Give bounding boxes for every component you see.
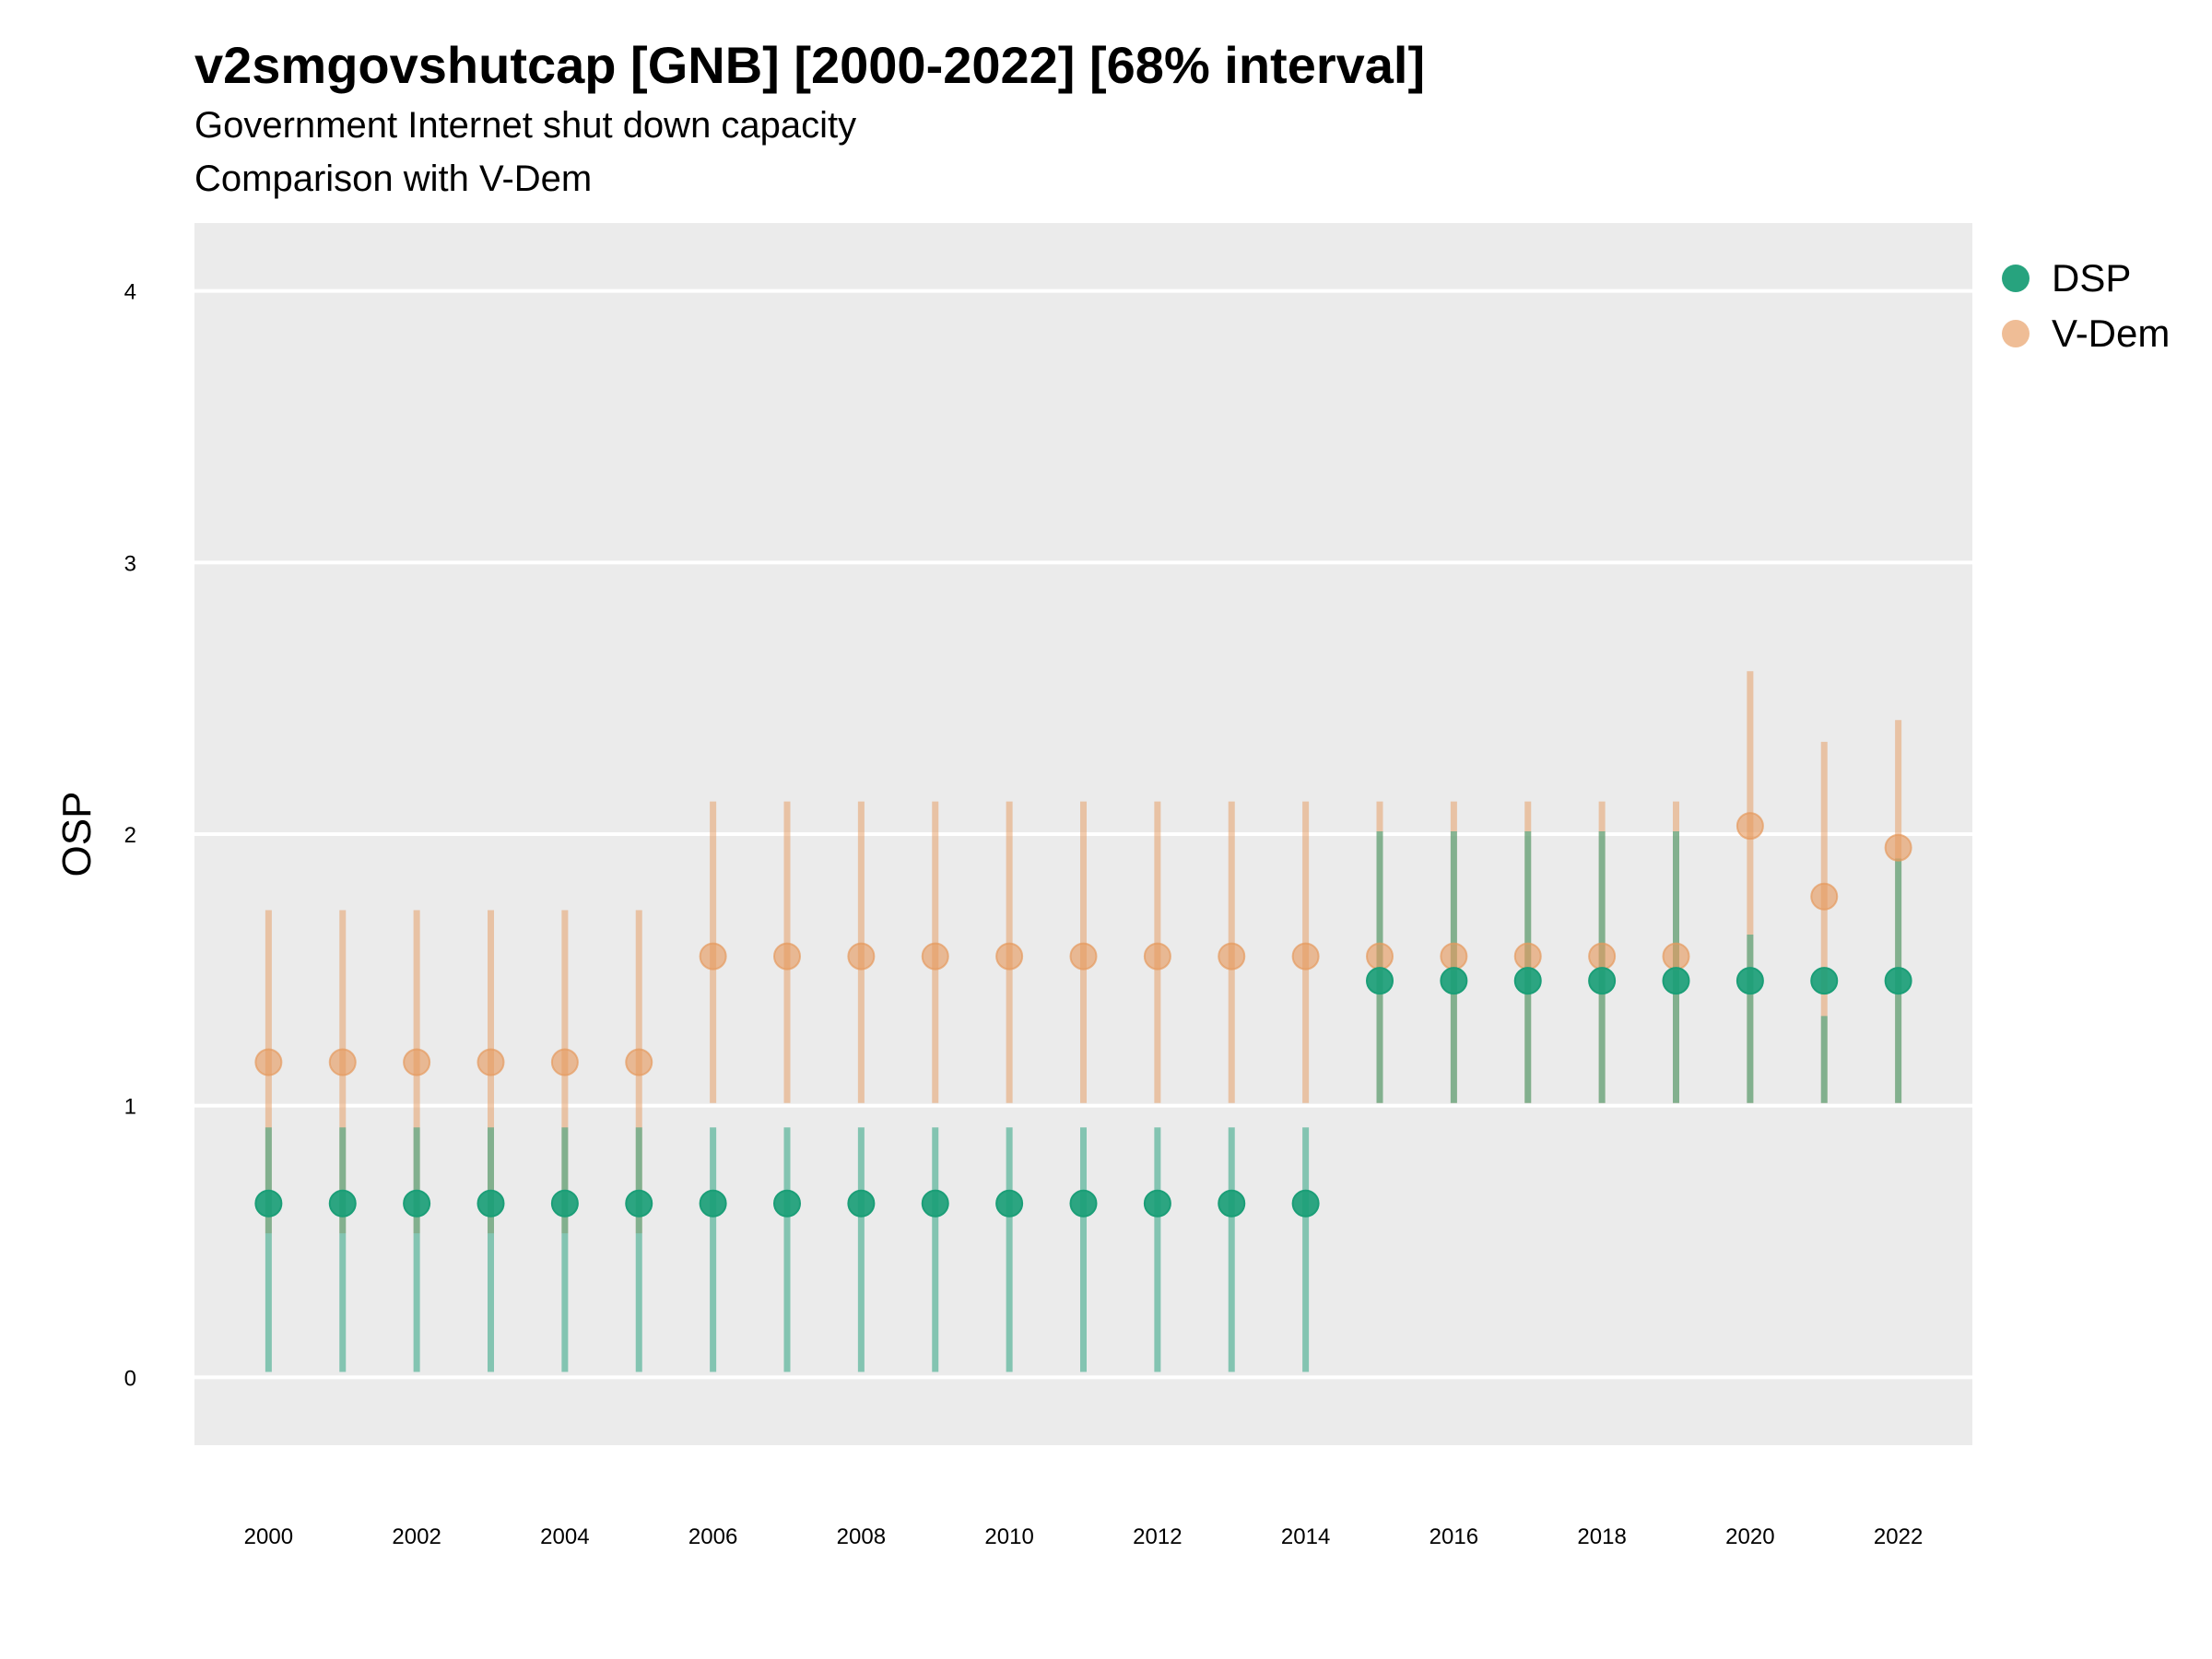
point-v-dem — [921, 942, 949, 971]
point-dsp — [625, 1189, 653, 1218]
point-v-dem — [773, 942, 801, 971]
y-tick-label: 1 — [124, 1095, 136, 1120]
point-v-dem — [1366, 942, 1394, 971]
point-dsp — [995, 1189, 1024, 1218]
point-v-dem — [1513, 942, 1542, 971]
data-points — [254, 812, 1912, 1218]
x-tick-label: 2002 — [392, 1524, 441, 1549]
point-v-dem — [1291, 942, 1320, 971]
point-dsp — [1143, 1189, 1171, 1218]
point-dsp — [1588, 967, 1617, 995]
x-tick-label: 2010 — [984, 1524, 1033, 1549]
point-v-dem — [1440, 942, 1468, 971]
legend-item-dsp: DSP — [2002, 251, 2170, 306]
y-axis-title: OSP — [54, 792, 100, 877]
point-dsp — [403, 1189, 431, 1218]
x-tick-label: 2012 — [1133, 1524, 1182, 1549]
point-dsp — [773, 1189, 801, 1218]
point-dsp — [921, 1189, 949, 1218]
point-v-dem — [328, 1048, 357, 1077]
point-v-dem — [1884, 833, 1912, 862]
y-tick-label: 4 — [124, 280, 136, 305]
point-dsp — [328, 1189, 357, 1218]
point-v-dem — [847, 942, 876, 971]
point-dsp — [1366, 967, 1394, 995]
point-v-dem — [1662, 942, 1690, 971]
chart-subtitle: Government Internet shut down capacity — [194, 105, 857, 146]
point-v-dem — [625, 1048, 653, 1077]
y-tick-label: 0 — [124, 1366, 136, 1391]
point-dsp — [1662, 967, 1690, 995]
point-dsp — [1218, 1189, 1246, 1218]
point-dsp — [254, 1189, 283, 1218]
x-tick-label: 2004 — [540, 1524, 589, 1549]
point-v-dem — [1143, 942, 1171, 971]
x-tick-label: 2018 — [1577, 1524, 1626, 1549]
x-tick-label: 2016 — [1430, 1524, 1478, 1549]
y-tick-label: 3 — [124, 551, 136, 576]
point-v-dem — [699, 942, 727, 971]
point-v-dem — [1218, 942, 1246, 971]
point-dsp — [1735, 967, 1764, 995]
legend-label-dsp: DSP — [2052, 256, 2132, 300]
point-v-dem — [1810, 882, 1839, 911]
y-tick-label: 2 — [124, 823, 136, 848]
x-tick-label: 2000 — [244, 1524, 293, 1549]
point-v-dem — [1069, 942, 1098, 971]
y-axis-ticks: 0 1 2 3 4 — [124, 280, 136, 1392]
legend-key-vdem — [2002, 320, 2030, 347]
x-tick-label: 2008 — [837, 1524, 886, 1549]
legend-label-vdem: V-Dem — [2052, 312, 2171, 355]
chart-title: v2smgovshutcap [GNB] [2000-2022] [68% in… — [194, 36, 1426, 94]
point-dsp — [847, 1189, 876, 1218]
point-dsp — [1513, 967, 1542, 995]
point-v-dem — [995, 942, 1024, 971]
point-v-dem — [403, 1048, 431, 1077]
legend-key-dsp — [2002, 265, 2030, 292]
point-v-dem — [550, 1048, 579, 1077]
point-v-dem — [1735, 812, 1764, 841]
legend: DSP V-Dem — [2002, 251, 2170, 361]
x-tick-label: 2006 — [688, 1524, 737, 1549]
x-tick-label: 2020 — [1725, 1524, 1774, 1549]
chart-subtitle-comparison: Comparison with V-Dem — [194, 159, 593, 199]
point-dsp — [699, 1189, 727, 1218]
point-dsp — [550, 1189, 579, 1218]
x-axis-ticks: 2000 2002 2004 2006 2008 2010 2012 2014 2016 2018… — [244, 1524, 1924, 1549]
point-v-dem — [477, 1048, 505, 1077]
point-v-dem — [254, 1048, 283, 1077]
legend-item-vdem: V-Dem — [2002, 306, 2170, 361]
point-dsp — [477, 1189, 505, 1218]
x-tick-label: 2022 — [1874, 1524, 1923, 1549]
point-v-dem — [1588, 942, 1617, 971]
point-dsp — [1440, 967, 1468, 995]
point-dsp — [1291, 1189, 1320, 1218]
point-dsp — [1810, 967, 1839, 995]
point-dsp — [1884, 967, 1912, 995]
x-tick-label: 2014 — [1281, 1524, 1330, 1549]
point-dsp — [1069, 1189, 1098, 1218]
